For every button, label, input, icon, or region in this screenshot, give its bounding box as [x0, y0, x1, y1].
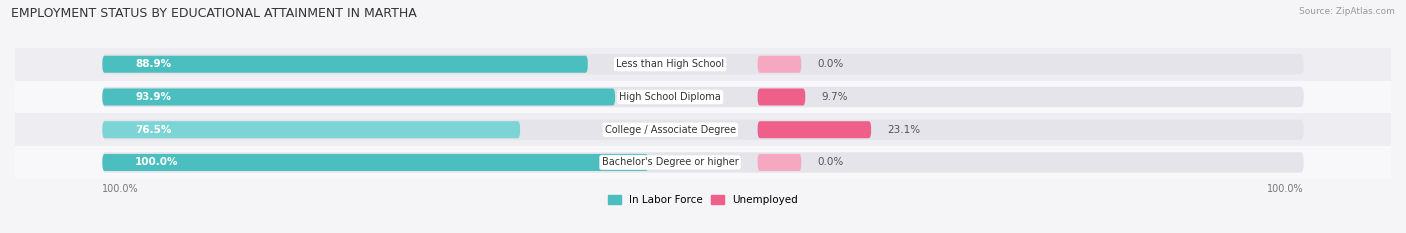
Text: 100.0%: 100.0% [1267, 184, 1303, 194]
Legend: In Labor Force, Unemployed: In Labor Force, Unemployed [605, 191, 801, 209]
FancyBboxPatch shape [103, 87, 1303, 107]
FancyBboxPatch shape [103, 89, 614, 106]
FancyBboxPatch shape [758, 56, 801, 73]
Text: Bachelor's Degree or higher: Bachelor's Degree or higher [602, 158, 738, 168]
Bar [15, 113, 1391, 146]
Text: 76.5%: 76.5% [135, 125, 172, 135]
FancyBboxPatch shape [758, 89, 806, 106]
Text: EMPLOYMENT STATUS BY EDUCATIONAL ATTAINMENT IN MARTHA: EMPLOYMENT STATUS BY EDUCATIONAL ATTAINM… [11, 7, 418, 20]
FancyBboxPatch shape [103, 54, 1303, 74]
Text: High School Diploma: High School Diploma [620, 92, 721, 102]
Text: Source: ZipAtlas.com: Source: ZipAtlas.com [1299, 7, 1395, 16]
FancyBboxPatch shape [103, 154, 648, 171]
FancyBboxPatch shape [103, 56, 588, 73]
Text: 100.0%: 100.0% [135, 158, 179, 168]
Text: College / Associate Degree: College / Associate Degree [605, 125, 735, 135]
FancyBboxPatch shape [103, 120, 1303, 140]
FancyBboxPatch shape [758, 154, 801, 171]
FancyBboxPatch shape [103, 152, 1303, 173]
Bar [15, 48, 1391, 81]
Text: 0.0%: 0.0% [818, 158, 844, 168]
Text: 0.0%: 0.0% [818, 59, 844, 69]
Text: 88.9%: 88.9% [135, 59, 172, 69]
Bar [15, 81, 1391, 113]
Bar [15, 146, 1391, 179]
FancyBboxPatch shape [103, 121, 520, 138]
Text: 9.7%: 9.7% [821, 92, 848, 102]
Text: 100.0%: 100.0% [103, 184, 139, 194]
Text: Less than High School: Less than High School [616, 59, 724, 69]
FancyBboxPatch shape [758, 121, 872, 138]
Text: 23.1%: 23.1% [887, 125, 921, 135]
Text: 93.9%: 93.9% [135, 92, 172, 102]
